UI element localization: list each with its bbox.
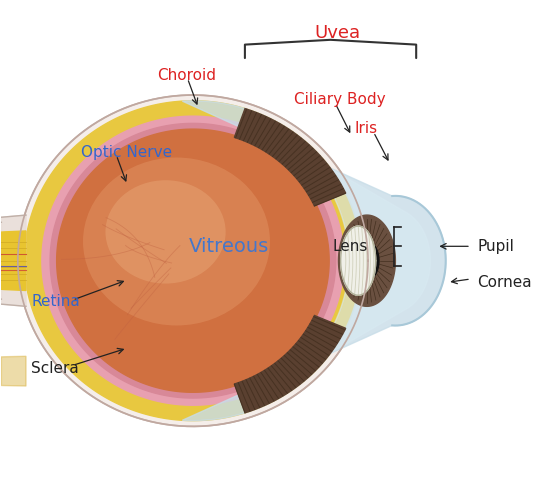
Polygon shape <box>0 356 26 386</box>
Text: Optic Nerve: Optic Nerve <box>81 145 172 160</box>
Polygon shape <box>0 215 26 306</box>
Text: Ciliary Body: Ciliary Body <box>294 92 386 107</box>
Polygon shape <box>50 123 336 398</box>
Ellipse shape <box>106 180 226 284</box>
Polygon shape <box>250 122 431 399</box>
Polygon shape <box>18 95 368 426</box>
Text: Pupil: Pupil <box>477 239 514 254</box>
Text: Iris: Iris <box>354 121 377 136</box>
Polygon shape <box>340 226 376 295</box>
Polygon shape <box>183 101 446 421</box>
Text: Cornea: Cornea <box>477 275 532 290</box>
Text: Retina: Retina <box>31 294 80 309</box>
Text: Sclera: Sclera <box>31 361 79 376</box>
Polygon shape <box>234 109 345 206</box>
Polygon shape <box>355 242 379 280</box>
Polygon shape <box>0 231 26 290</box>
Polygon shape <box>57 129 329 392</box>
Polygon shape <box>338 215 395 306</box>
Text: Choroid: Choroid <box>157 68 216 84</box>
Polygon shape <box>24 101 361 421</box>
Text: Vitreous: Vitreous <box>188 237 268 256</box>
Text: Lens: Lens <box>332 239 367 254</box>
Polygon shape <box>234 315 345 413</box>
Ellipse shape <box>83 157 270 326</box>
Text: Uvea: Uvea <box>315 24 361 42</box>
Polygon shape <box>42 116 344 405</box>
Polygon shape <box>59 131 327 390</box>
